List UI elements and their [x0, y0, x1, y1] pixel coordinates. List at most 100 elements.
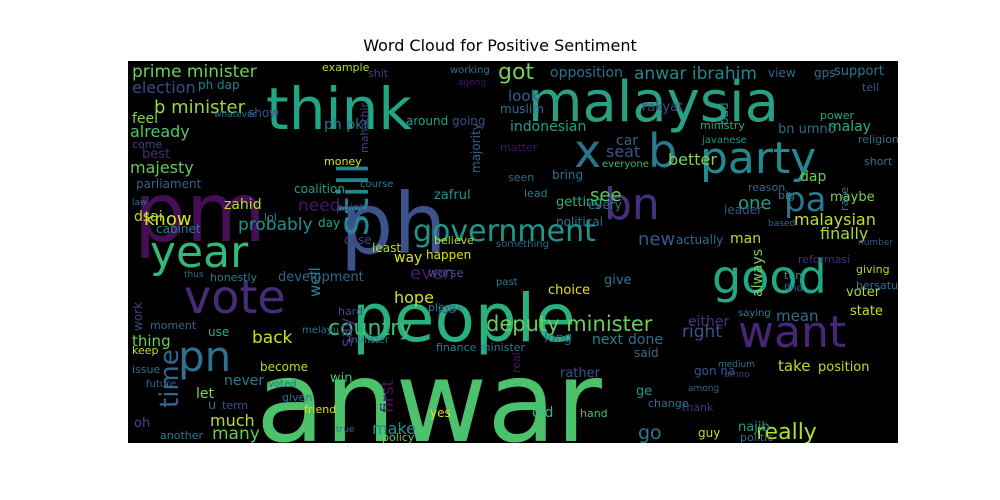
word-example: example [322, 61, 370, 74]
word-feel: feel [132, 111, 158, 127]
word-right: right [682, 322, 722, 342]
word-use: use [208, 325, 229, 339]
word-ph-dap: ph dap [198, 78, 240, 92]
word-honestly: honestly [210, 271, 258, 284]
word-never: never [224, 373, 264, 389]
word-think: think [266, 75, 412, 143]
word-look: look [508, 87, 540, 105]
word-big: big [778, 189, 795, 202]
word-go: go [638, 422, 662, 443]
word-let: let [196, 386, 215, 402]
word-muslim: muslim [500, 102, 544, 116]
word-car: car [616, 133, 638, 149]
word-best: best [142, 147, 170, 162]
word-year: year [150, 227, 249, 278]
word-b: b [648, 124, 677, 178]
word-course: course [360, 179, 393, 190]
word-opposition: opposition [550, 65, 623, 81]
word-anwar-ibrahim: anwar ibrahim [634, 64, 757, 84]
word-dsai: dsai [134, 209, 163, 225]
word-deputy-minister: deputy minister [486, 312, 653, 336]
word-state: state [850, 304, 883, 319]
word-anwar: anwar [256, 338, 603, 443]
word-money: money [324, 155, 362, 168]
word-case: case [344, 233, 372, 247]
word-coalition: coalition [294, 182, 345, 196]
word-bn: bn [604, 179, 660, 230]
word-najib: najib [738, 420, 770, 435]
word-always: always [750, 249, 766, 297]
word-hope: hope [394, 288, 434, 307]
word-rakyat: rakyat [642, 100, 683, 115]
word-real: real [510, 352, 523, 373]
word-hard: hard [338, 305, 363, 318]
word-choice: choice [548, 283, 590, 298]
word-religion: religion [858, 133, 898, 146]
word-political: political [556, 215, 603, 229]
word-actually: actually [676, 233, 723, 247]
word-ph-pkr: ph pkr [324, 117, 369, 133]
word-next: next [592, 332, 624, 348]
word-parliament: parliament [136, 177, 202, 191]
word-old: old [532, 405, 553, 421]
word-zahid: zahid [224, 197, 262, 213]
word-even: even [410, 263, 454, 284]
word-well: well [306, 267, 324, 297]
word-agong: agong [458, 78, 486, 88]
word-bersatu: bersatu [856, 279, 898, 292]
word-ministry: ministry [700, 119, 745, 132]
word-future: future [146, 379, 176, 390]
word-much: much [210, 411, 255, 430]
word-give: give [604, 273, 632, 288]
word-many: many [212, 424, 260, 443]
word-u: u [208, 398, 216, 413]
word-believe: believe [434, 234, 474, 247]
word-friend: friend [304, 403, 336, 416]
word-development: development [278, 270, 364, 285]
word-past: past [496, 277, 518, 288]
word-show: show [248, 106, 279, 120]
word-short: short [864, 155, 893, 168]
chart-title: Word Cloud for Positive Sentiment [363, 36, 637, 55]
word-malaysia: malaysia [528, 70, 779, 135]
word-based: based [768, 219, 795, 229]
word-hand: hand [580, 407, 608, 420]
word-policy: policy [382, 431, 415, 443]
word-pm: pm [134, 166, 266, 261]
word-thing: thing [132, 332, 171, 350]
word-gon-na: gon na [694, 364, 735, 378]
word-x: x [574, 124, 601, 178]
word-politic: politic [740, 431, 773, 443]
word-support: support [834, 64, 884, 79]
word-majority: majority [469, 123, 483, 173]
word-prime-minister: prime minister [132, 62, 257, 82]
word-really: really [756, 420, 817, 443]
word-power: power [820, 109, 854, 122]
word-change: change [648, 397, 689, 410]
word-view: view [768, 66, 796, 80]
word-either: either [688, 314, 729, 330]
word-seat: seat [606, 142, 640, 161]
word-ge: ge [636, 384, 652, 399]
word-ph: ph [340, 175, 447, 273]
word-moment: moment [150, 319, 197, 332]
word-melayu: melayu [302, 325, 339, 336]
word-election: election [132, 78, 196, 97]
word-lead: lead [524, 187, 548, 200]
word-leader: leader [724, 203, 762, 217]
word-mean: mean [776, 307, 819, 325]
word-lol: lol [264, 211, 277, 224]
word-position: position [818, 360, 870, 375]
word-seen: seen [508, 171, 534, 184]
word-matter: matter [500, 141, 538, 154]
word-need: need [298, 196, 340, 216]
word-reason: reason [748, 181, 785, 194]
word-maybe: maybe [830, 190, 875, 205]
word-guy: guy [698, 426, 720, 440]
word-malay: malay [828, 119, 871, 135]
word-say: say [337, 318, 357, 347]
word-long: long [544, 331, 572, 346]
word-country: country [328, 316, 412, 341]
word-work: work [131, 302, 145, 331]
